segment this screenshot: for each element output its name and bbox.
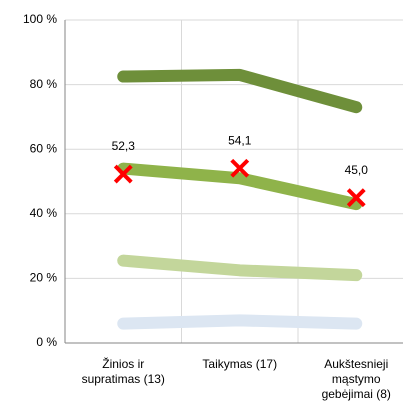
- x-stroke: [346, 188, 366, 208]
- series-line: [117, 68, 363, 114]
- data-label: 45,0: [345, 163, 369, 177]
- y-tick-label: 100 %: [23, 12, 57, 26]
- series-line: [117, 162, 363, 211]
- x-stroke: [113, 164, 133, 184]
- x-tick-label: Aukštesnieji mąstymo gebėjimai (8): [322, 357, 391, 401]
- y-tick-label: 20 %: [30, 271, 58, 285]
- y-tick-label: 40 %: [30, 206, 58, 220]
- data-label: 52,3: [112, 139, 136, 153]
- data-label: 54,1: [228, 133, 252, 147]
- x-marker: [230, 158, 250, 178]
- x-tick-label: Žinios ir supratimas (13): [82, 356, 165, 386]
- x-marker: [346, 188, 366, 208]
- y-tick-label: 80 %: [30, 77, 58, 91]
- y-tick-label: 60 %: [30, 141, 58, 155]
- x-marker: [113, 164, 133, 184]
- x-stroke: [230, 158, 250, 178]
- series-line: [117, 314, 363, 330]
- y-tick-label: 0 %: [36, 335, 57, 349]
- x-tick-label: Taikymas (17): [202, 357, 277, 371]
- series-line: [117, 254, 363, 282]
